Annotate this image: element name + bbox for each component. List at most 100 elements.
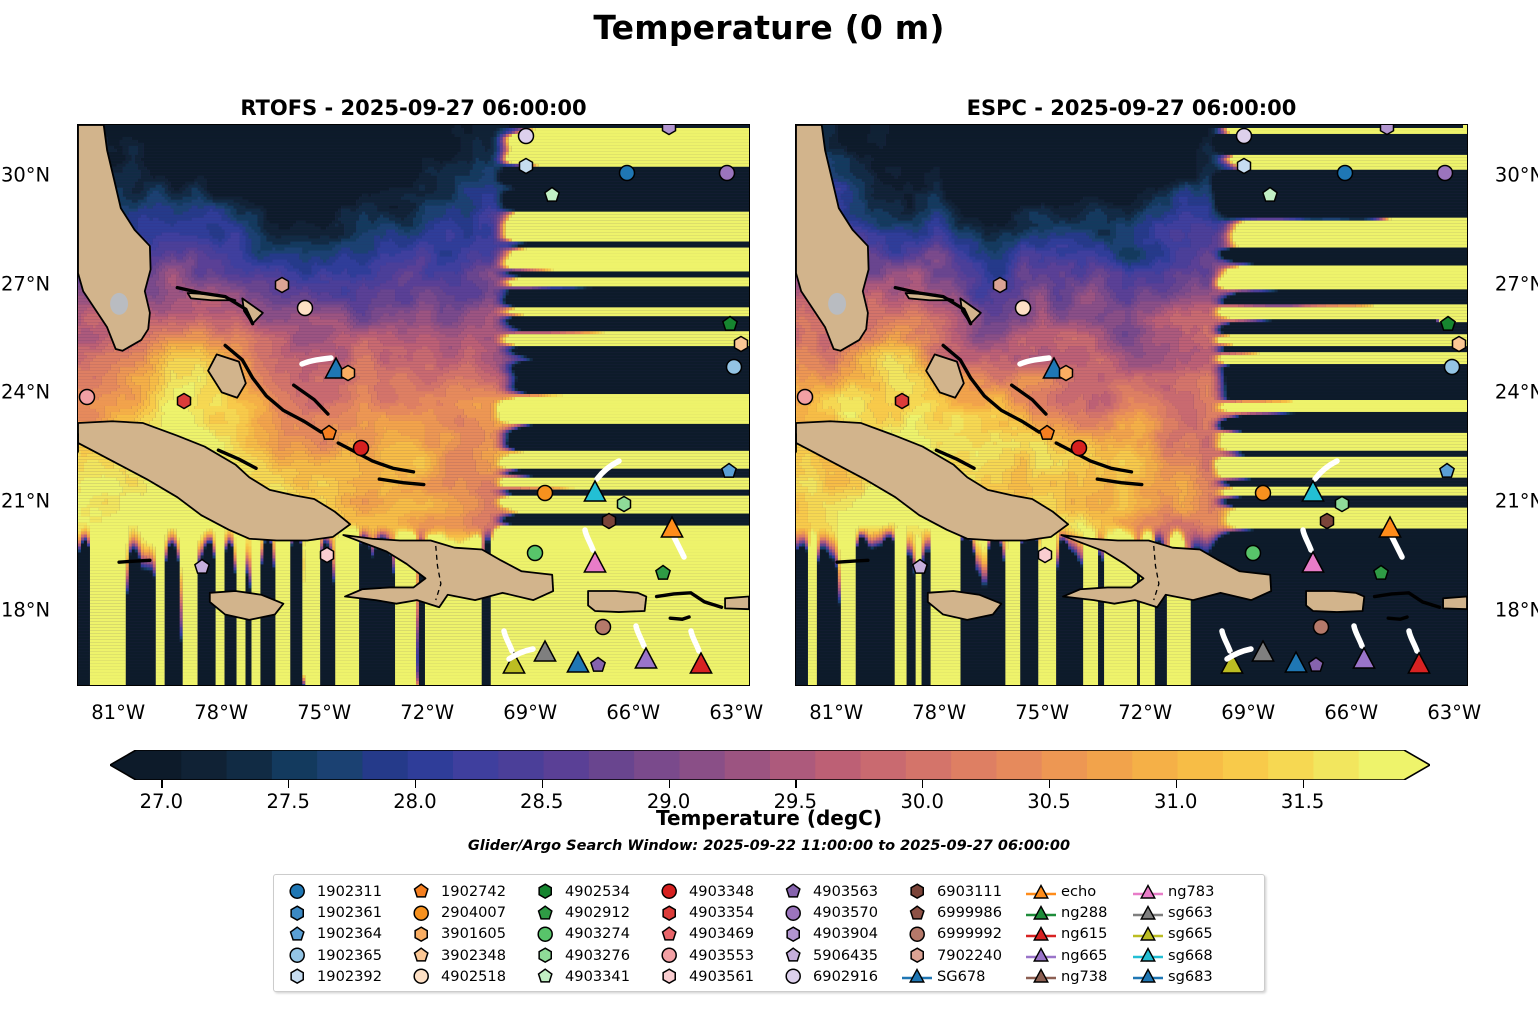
- map-marker-ng615[interactable]: [688, 651, 714, 675]
- map-marker-4903563[interactable]: [588, 656, 607, 675]
- legend-item-4903274[interactable]: 4903274: [528, 923, 652, 944]
- legend-item-ng783[interactable]: ng783: [1131, 881, 1238, 902]
- legend-item-1902365[interactable]: 1902365: [280, 945, 404, 966]
- legend-item-4903570[interactable]: 4903570: [776, 902, 900, 923]
- legend-item-4903904[interactable]: 4903904: [776, 923, 900, 944]
- map-marker-1902365[interactable]: [724, 358, 743, 377]
- legend-item-6903111[interactable]: 6903111: [900, 881, 1024, 902]
- legend-item-1902311[interactable]: 1902311: [280, 881, 404, 902]
- map-marker-2904007[interactable]: [535, 483, 554, 502]
- map-marker-4903276[interactable]: [1332, 494, 1351, 513]
- legend-item-4903553[interactable]: 4903553: [652, 945, 776, 966]
- legend-item-SG678[interactable]: SG678: [900, 966, 1024, 987]
- legend-item-4903354[interactable]: 4903354: [652, 902, 776, 923]
- map-marker-ng783[interactable]: [1300, 550, 1326, 574]
- map-marker-1902742[interactable]: [319, 423, 338, 442]
- map-marker-sg663[interactable]: [1250, 639, 1276, 663]
- legend-item-5906435[interactable]: 5906435: [776, 945, 900, 966]
- map-marker-6999992[interactable]: [1312, 617, 1331, 636]
- map-marker-ng665[interactable]: [633, 646, 659, 670]
- map-marker-4903354[interactable]: [893, 391, 912, 410]
- map-marker-sg665[interactable]: [501, 651, 527, 675]
- map-marker-2904007[interactable]: [1253, 483, 1272, 502]
- legend-item-1902392[interactable]: 1902392: [280, 966, 404, 987]
- map-marker-6902916[interactable]: [1234, 126, 1253, 145]
- map-marker-6999992[interactable]: [594, 617, 613, 636]
- legend-item-echo[interactable]: echo: [1024, 881, 1131, 902]
- map-marker-ng783[interactable]: [582, 550, 608, 574]
- legend-item-ng615[interactable]: ng615: [1024, 923, 1131, 944]
- map-marker-sg683[interactable]: [565, 649, 591, 673]
- map-marker-sg668[interactable]: [1300, 479, 1326, 503]
- map-marker-5906435[interactable]: [910, 558, 929, 577]
- legend-item-4903276[interactable]: 4903276: [528, 945, 652, 966]
- map-marker-ng665[interactable]: [1351, 646, 1377, 670]
- map-marker-3901605[interactable]: [1056, 364, 1075, 383]
- map-marker-sg683[interactable]: [1283, 649, 1309, 673]
- map-marker-1902311[interactable]: [1336, 164, 1355, 183]
- map-marker-echo[interactable]: [659, 515, 685, 539]
- legend-item-1902361[interactable]: 1902361: [280, 902, 404, 923]
- map-marker-4903904[interactable]: [1377, 125, 1396, 137]
- legend-item-2904007[interactable]: 2904007: [404, 902, 528, 923]
- legend-item-4903563[interactable]: 4903563: [776, 881, 900, 902]
- map-marker-1902392[interactable]: [516, 156, 535, 175]
- map-marker-1902311[interactable]: [618, 164, 637, 183]
- legend-item-6999986[interactable]: 6999986: [900, 902, 1024, 923]
- map-marker-7902240[interactable]: [991, 275, 1010, 294]
- map-marker-4903276[interactable]: [614, 494, 633, 513]
- map-marker-5906435[interactable]: [192, 558, 211, 577]
- map-marker-4903570[interactable]: [717, 163, 736, 182]
- map-marker-1902365[interactable]: [1442, 358, 1461, 377]
- map-axes-espc[interactable]: [795, 124, 1468, 686]
- legend-item-1902742[interactable]: 1902742: [404, 881, 528, 902]
- legend-item-ng288[interactable]: ng288: [1024, 902, 1131, 923]
- legend-item-4903341[interactable]: 4903341: [528, 966, 652, 987]
- map-marker-sg665[interactable]: [1219, 651, 1245, 675]
- map-marker-sg663[interactable]: [532, 639, 558, 663]
- map-marker-4903341[interactable]: [542, 185, 561, 204]
- map-marker-4902534[interactable]: [1439, 315, 1458, 334]
- map-marker-4903553[interactable]: [78, 387, 96, 406]
- legend-item-4903348[interactable]: 4903348: [652, 881, 776, 902]
- map-marker-6902916[interactable]: [516, 126, 535, 145]
- legend-item-1902364[interactable]: 1902364: [280, 923, 404, 944]
- map-marker-4903348[interactable]: [1070, 438, 1089, 457]
- map-marker-7902240[interactable]: [273, 275, 292, 294]
- legend-item-4902912[interactable]: 4902912: [528, 902, 652, 923]
- map-marker-4902534[interactable]: [721, 315, 740, 334]
- map-marker-1902364[interactable]: [1437, 462, 1456, 481]
- map-marker-4902912[interactable]: [654, 563, 673, 582]
- map-marker-4903354[interactable]: [175, 391, 194, 410]
- legend-item-3902348[interactable]: 3902348: [404, 945, 528, 966]
- map-marker-ng615[interactable]: [1406, 651, 1432, 675]
- map-marker-4903274[interactable]: [525, 543, 544, 562]
- legend-item-sg665[interactable]: sg665: [1131, 923, 1238, 944]
- map-marker-1902392[interactable]: [1234, 156, 1253, 175]
- legend-item-3901605[interactable]: 3901605: [404, 923, 528, 944]
- map-marker-1902742[interactable]: [1037, 423, 1056, 442]
- map-marker-3902348[interactable]: [731, 335, 749, 354]
- map-marker-4903341[interactable]: [1260, 185, 1279, 204]
- map-marker-sg668[interactable]: [582, 479, 608, 503]
- map-marker-4903561[interactable]: [1035, 545, 1054, 564]
- map-marker-4903274[interactable]: [1243, 543, 1262, 562]
- map-marker-4902518[interactable]: [295, 299, 314, 318]
- legend-item-ng665[interactable]: ng665: [1024, 945, 1131, 966]
- map-marker-4903570[interactable]: [1435, 163, 1454, 182]
- legend-item-7902240[interactable]: 7902240: [900, 945, 1024, 966]
- map-marker-4902518[interactable]: [1013, 299, 1032, 318]
- map-marker-4903561[interactable]: [317, 545, 336, 564]
- map-marker-6903111[interactable]: [1317, 511, 1336, 530]
- map-marker-6903111[interactable]: [599, 511, 618, 530]
- legend-item-sg668[interactable]: sg668: [1131, 945, 1238, 966]
- map-marker-4903348[interactable]: [352, 438, 371, 457]
- map-marker-4903904[interactable]: [659, 125, 678, 137]
- map-marker-3901605[interactable]: [338, 364, 357, 383]
- map-marker-4902912[interactable]: [1372, 563, 1391, 582]
- map-marker-1902364[interactable]: [719, 462, 738, 481]
- legend-item-sg683[interactable]: sg683: [1131, 966, 1238, 987]
- legend-item-sg663[interactable]: sg663: [1131, 902, 1238, 923]
- map-marker-4903563[interactable]: [1306, 656, 1325, 675]
- map-marker-3902348[interactable]: [1449, 335, 1467, 354]
